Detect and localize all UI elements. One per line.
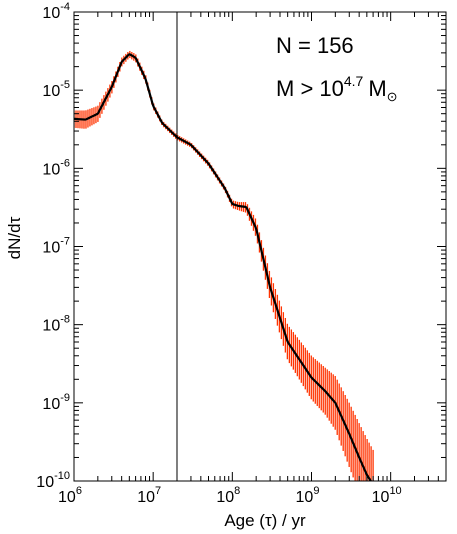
annotation-mass-exponent: 4.7 <box>344 73 364 89</box>
x-axis-label: Age (τ) / yr <box>224 511 306 530</box>
y-tick-label: 10-9 <box>42 392 70 413</box>
y-axis-label: dN/dτ <box>5 216 24 259</box>
sun-symbol-icon: ⊙ <box>387 89 398 104</box>
y-tick-label: 10-5 <box>42 79 70 100</box>
y-tick-label: 10-4 <box>42 1 70 22</box>
x-tick-label: 109 <box>296 485 320 506</box>
x-tick-labels: 106 107 108 109 1010 <box>58 485 402 506</box>
annotation-n: N = 156 <box>276 33 354 58</box>
x-tick-label: 106 <box>58 485 82 506</box>
x-tick-label: 107 <box>137 485 161 506</box>
annotation-mass: M > 104.7 M⊙ <box>276 73 398 104</box>
x-tick-label: 108 <box>216 485 240 506</box>
y-tick-label: 10-7 <box>42 236 70 257</box>
y-tick-labels: 10-10 10-9 10-8 10-7 10-6 10-5 10-4 <box>36 1 70 491</box>
error-band-layer <box>74 50 374 481</box>
x-tick-label: 1010 <box>372 485 402 506</box>
series-line <box>74 53 373 481</box>
axis-ticks <box>73 11 447 482</box>
y-tick-label: 10-6 <box>42 157 70 178</box>
series-line-layer <box>74 53 373 481</box>
annotation-mass-prefix: M > 10 <box>276 76 344 101</box>
y-tick-label: 10-8 <box>42 314 70 335</box>
annotation-mass-unit: M <box>368 76 386 101</box>
y-tick-label: 10-10 <box>36 470 70 491</box>
